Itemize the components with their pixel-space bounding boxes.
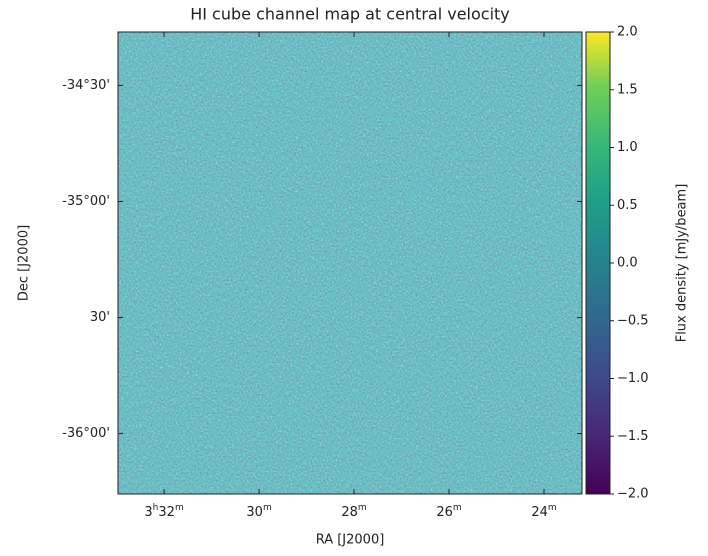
y-axis-label: Dec [J2000] <box>17 225 32 301</box>
x-tick-label: 24m <box>531 503 556 520</box>
colorbar-tick-label: −1.5 <box>617 429 649 444</box>
y-tick-label: -36°00' <box>62 426 110 441</box>
colorbar-tick-label: −1.0 <box>617 371 649 386</box>
x-tick-label: 26m <box>436 503 461 520</box>
y-tick-label: -35°00' <box>62 194 110 209</box>
colorbar-tick-label: 0.5 <box>617 198 638 213</box>
colorbar-tick-label: 1.5 <box>617 82 638 97</box>
channel-map-image <box>118 32 582 494</box>
colorbar-tick-label: −2.0 <box>617 487 649 502</box>
colorbar-tick-label: 1.0 <box>617 140 638 155</box>
y-tick-label: -34°30' <box>62 78 110 93</box>
colorbar-tick-label: 2.0 <box>617 25 638 40</box>
colorbar-tick-label: 0.0 <box>617 256 638 271</box>
colorbar <box>585 31 611 495</box>
chart-title: HI cube channel map at central velocity <box>190 5 510 24</box>
x-tick-label: 3h32m <box>144 503 183 520</box>
x-tick-label: 28m <box>341 503 366 520</box>
x-tick-label: 30m <box>246 503 271 520</box>
colorbar-tick-label: −0.5 <box>617 313 649 328</box>
colorbar-label: Flux density [mJy/beam] <box>675 184 690 343</box>
plot-frame <box>117 31 583 495</box>
x-axis-label: RA [J2000] <box>316 533 385 548</box>
y-tick-label: 30' <box>90 310 110 325</box>
